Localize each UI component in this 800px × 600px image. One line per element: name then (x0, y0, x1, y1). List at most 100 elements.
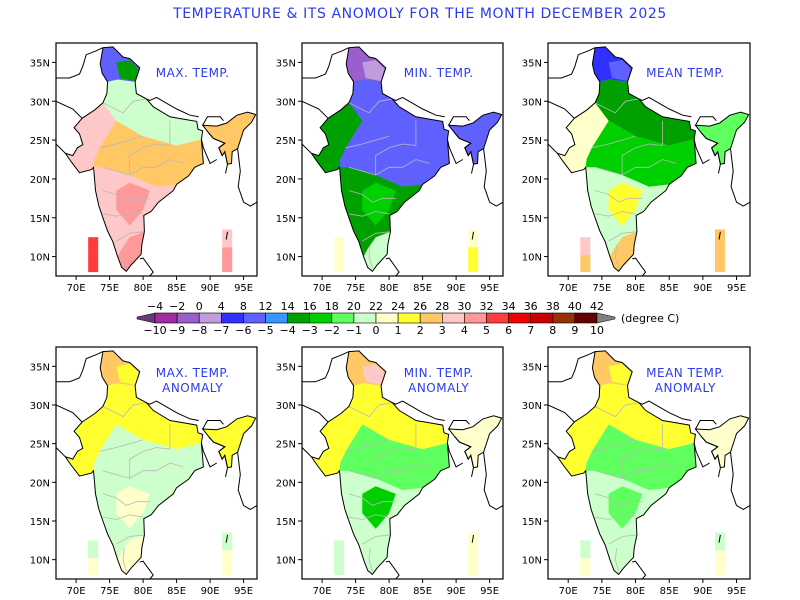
y-tick-label: 35N (276, 362, 296, 373)
panel-frame (55, 42, 258, 277)
state-boundary (594, 159, 677, 176)
country-border (448, 420, 470, 430)
colorbar-temp-label: 30 (457, 300, 471, 313)
x-tick-label: 90E (201, 283, 220, 294)
colorbar-swatch (331, 312, 355, 324)
colorbar-swatch (574, 312, 598, 324)
y-tick-label: 15N (522, 214, 542, 225)
region-northeast (695, 415, 749, 468)
y-tick-label: 15N (30, 214, 50, 225)
state-boundary (595, 514, 636, 520)
y-tick-label: 15N (276, 214, 296, 225)
state-boundary (348, 98, 393, 114)
y-tick-label: 30N (30, 97, 50, 108)
y-tick-label: 20N (522, 175, 542, 186)
y-tick-label: 10N (522, 253, 542, 264)
colorbar-swatch (508, 312, 532, 324)
lakshadweep-inset-bottom (88, 558, 99, 576)
y-tick-label: 25N (30, 440, 50, 451)
x-tick-label: 75E (592, 586, 611, 597)
colorbar-swatch (265, 312, 288, 324)
x-tick-label: 95E (234, 586, 253, 597)
colorbar-anomaly-label: 3 (439, 324, 446, 337)
country-border (56, 47, 104, 79)
colorbar-anomaly-label: −2 (324, 324, 340, 337)
state-boundary (129, 447, 170, 479)
colorbar-temp-label: 0 (196, 300, 203, 313)
lakshadweep-inset-top (580, 540, 591, 559)
region-west (557, 102, 609, 173)
colorbar-temp-label: −4 (147, 300, 163, 313)
region-ladakh (362, 364, 385, 385)
state-boundary (591, 135, 636, 149)
colorbar-temp-label: 12 (259, 300, 273, 313)
x-tick-label: 70E (313, 283, 332, 294)
y-tick-label: 35N (276, 58, 296, 69)
country-border (548, 100, 575, 119)
country-border (139, 560, 154, 579)
x-tick-label: 85E (413, 586, 432, 597)
country-border (302, 404, 329, 423)
state-boundary (375, 447, 416, 479)
country-border (208, 436, 229, 478)
country-border (632, 560, 647, 579)
x-tick-label: 75E (100, 283, 119, 294)
country-border (548, 404, 575, 423)
state-boundary (621, 143, 663, 175)
country-border (385, 560, 400, 579)
state-boundary (595, 211, 636, 217)
state-boundary (348, 514, 390, 520)
lakshadweep-inset-bottom (88, 255, 99, 273)
colorbar-temp-label: 32 (480, 300, 494, 313)
y-tick-label: 35N (522, 362, 542, 373)
country-border (448, 116, 470, 126)
colorbar-temp-label: 42 (590, 300, 604, 313)
region-north (348, 79, 449, 146)
x-tick-label: 95E (480, 283, 499, 294)
x-tick-label: 80E (380, 586, 399, 597)
colorbar-anomaly-label: 9 (571, 324, 578, 337)
region-northeast (202, 415, 256, 468)
state-boundary (122, 548, 127, 572)
lakshadweep-inset-bottom (334, 255, 345, 273)
y-tick-label: 25N (30, 136, 50, 147)
panel-title-line2: ANOMALY (162, 381, 223, 395)
andaman-islands (718, 231, 721, 240)
country-border (454, 436, 475, 478)
x-tick-label: 75E (346, 283, 365, 294)
state-boundary (122, 244, 127, 269)
state-boundary (594, 462, 677, 479)
colorbar-under-arrow (136, 312, 156, 324)
state-boundary (348, 211, 390, 217)
region-ladakh (116, 364, 139, 385)
country-border (202, 420, 224, 430)
state-boundary (362, 231, 391, 242)
region-central (585, 120, 697, 187)
y-tick-label: 25N (522, 136, 542, 147)
country-border (632, 257, 647, 276)
country-border (730, 148, 750, 207)
state-boundary (345, 135, 390, 149)
colorbar-swatch (221, 312, 244, 324)
state-boundary (99, 439, 144, 452)
map-panel-6: 70E 75E 80E 85E 90E 95E 10N 15N 20N 25N 30N 35N MEAN… (522, 346, 751, 597)
region-central (93, 120, 204, 187)
country-border (548, 351, 596, 383)
map-panel-2: 70E 75E 80E 85E 90E 95E 10N 15N 20N 25N 30N 35N MIN.… (276, 42, 504, 294)
x-tick-label: 95E (234, 283, 253, 294)
state-boundary (102, 190, 150, 203)
panel-title: MIN. TEMP. (404, 66, 474, 80)
lakshadweep-inset-bottom (334, 558, 345, 576)
country-border (730, 452, 750, 510)
india-outline (556, 350, 697, 576)
state-boundary (362, 534, 391, 545)
andaman-inset-bottom (714, 247, 726, 273)
colorbar-swatch (375, 312, 399, 324)
map-panel-1: 70E 75E 80E 85E 90E 95E 10N 15N 20N 25N 30N 35N MAX.… (30, 42, 258, 294)
x-tick-label: 85E (660, 586, 679, 597)
colorbar-anomaly-label: 0 (373, 324, 380, 337)
colorbar-swatch (486, 312, 509, 324)
state-boundary (591, 439, 636, 452)
colorbar-temp-label: 4 (218, 300, 225, 313)
region-ladakh (362, 60, 385, 82)
